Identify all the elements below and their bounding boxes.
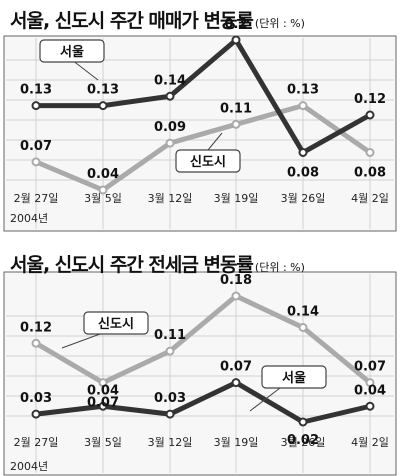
data-label: 0.13 <box>87 83 119 98</box>
data-label: 0.18 <box>220 273 252 288</box>
chart-unit: (단위 : %) <box>254 261 305 274</box>
data-point <box>231 119 241 129</box>
sale-price-chart-panel: 0.13 0.13 0.14 0.2 0.08 0.12 0.07 0.04 0.09 0.11 0… <box>0 0 400 236</box>
data-point <box>231 378 241 388</box>
data-point <box>31 409 41 419</box>
chart-frame <box>3 271 397 476</box>
data-point <box>231 291 241 301</box>
legend-leader <box>249 387 281 412</box>
x-tick-label: 3월 12일 <box>148 435 193 449</box>
data-point <box>365 378 375 388</box>
legend-label: 서울 <box>282 370 306 386</box>
data-point <box>298 323 308 332</box>
x-tick-label: 2월 27일 <box>14 435 59 449</box>
data-point <box>98 401 108 411</box>
data-label: 0.04 <box>87 167 119 182</box>
data-point <box>98 101 108 111</box>
x-tick-label: 3월 5일 <box>84 435 122 449</box>
data-point <box>31 338 41 348</box>
data-label: 0.07 <box>87 396 119 411</box>
data-point <box>98 185 108 195</box>
data-label: 0.13 <box>287 83 319 98</box>
series-line <box>34 293 372 386</box>
data-label: 0.08 <box>354 166 386 181</box>
data-label: 0.04 <box>354 383 386 398</box>
data-label: 0.12 <box>354 92 386 107</box>
data-label: 0.09 <box>154 120 186 135</box>
chart-unit: (단위 : %) <box>254 17 305 30</box>
data-point <box>31 101 41 111</box>
data-label: 0.02 <box>287 433 319 448</box>
data-point <box>165 91 175 101</box>
series-line <box>35 103 372 193</box>
x-tick-label: 3월 12일 <box>148 191 193 205</box>
data-label: 0.12 <box>20 320 52 335</box>
data-label: 0.11 <box>154 328 186 343</box>
data-point <box>298 101 308 111</box>
x-tick-label: 3월 26일 <box>281 435 326 449</box>
data-label: 0.13 <box>20 83 52 98</box>
x-tick-label: 3월 19일 <box>214 435 259 449</box>
data-point <box>365 148 375 157</box>
chart-title: 서울, 신도시 주간 매매가 변동률 (단위 : %) <box>10 10 305 32</box>
series-line <box>36 37 372 155</box>
data-label: 0.2 <box>224 17 247 32</box>
x-tick-label: 4월 2일 <box>351 435 389 449</box>
data-label: 0.14 <box>287 305 319 320</box>
data-point <box>165 138 175 148</box>
jeonse-chart: 0.03 0.04 0.03 0.07 0.02 0.04 0.12 0.07 0.11 0.18… <box>3 271 397 476</box>
data-point <box>165 409 175 419</box>
legend-box <box>39 39 105 63</box>
year-label: 2004년 <box>10 460 49 473</box>
chart-title: 서울, 신도시 주간 전세금 변동률 (단위 : %) <box>10 254 305 276</box>
data-point <box>98 378 108 388</box>
x-tick-label: 4월 2일 <box>351 191 389 205</box>
data-point <box>165 346 175 356</box>
x-tick-label: 3월 5일 <box>84 191 122 205</box>
legend-box <box>83 311 149 335</box>
legend-label: 신도시 <box>98 317 134 332</box>
x-tick-label: 3월 19일 <box>214 191 259 205</box>
data-label: 0.03 <box>154 391 186 406</box>
data-point <box>298 148 308 157</box>
legend-label: 서울 <box>60 44 84 60</box>
data-label: 0.07 <box>220 360 252 375</box>
data-label: 0.03 <box>20 391 52 406</box>
jeonse-chart-panel: 0.03 0.04 0.03 0.07 0.02 0.04 0.12 0.07 0.11 0.18… <box>0 236 400 476</box>
data-point <box>365 401 375 411</box>
data-label: 0.14 <box>154 73 186 88</box>
data-label: 0.11 <box>220 101 252 116</box>
data-label: 0.04 <box>87 383 119 398</box>
legend-box <box>261 365 327 389</box>
data-label: 0.08 <box>287 166 319 181</box>
data-point <box>31 157 41 167</box>
series-line <box>35 380 371 425</box>
year-label: 2004년 <box>10 212 49 225</box>
data-point <box>365 110 375 120</box>
data-point <box>231 35 241 45</box>
sale-price-chart: 0.13 0.13 0.14 0.2 0.08 0.12 0.07 0.04 0.09 0.11 0… <box>3 17 397 232</box>
data-label: 0.07 <box>20 139 52 154</box>
legend-leader <box>71 59 99 81</box>
x-tick-label: 3월 26일 <box>281 191 326 205</box>
legend-leader <box>207 132 223 151</box>
legend-leader <box>61 333 101 349</box>
x-tick-label: 2월 27일 <box>14 191 59 205</box>
legend-label: 신도시 <box>190 155 226 170</box>
data-point <box>298 417 308 427</box>
data-label: 0.07 <box>354 360 386 375</box>
legend-box <box>175 149 241 173</box>
